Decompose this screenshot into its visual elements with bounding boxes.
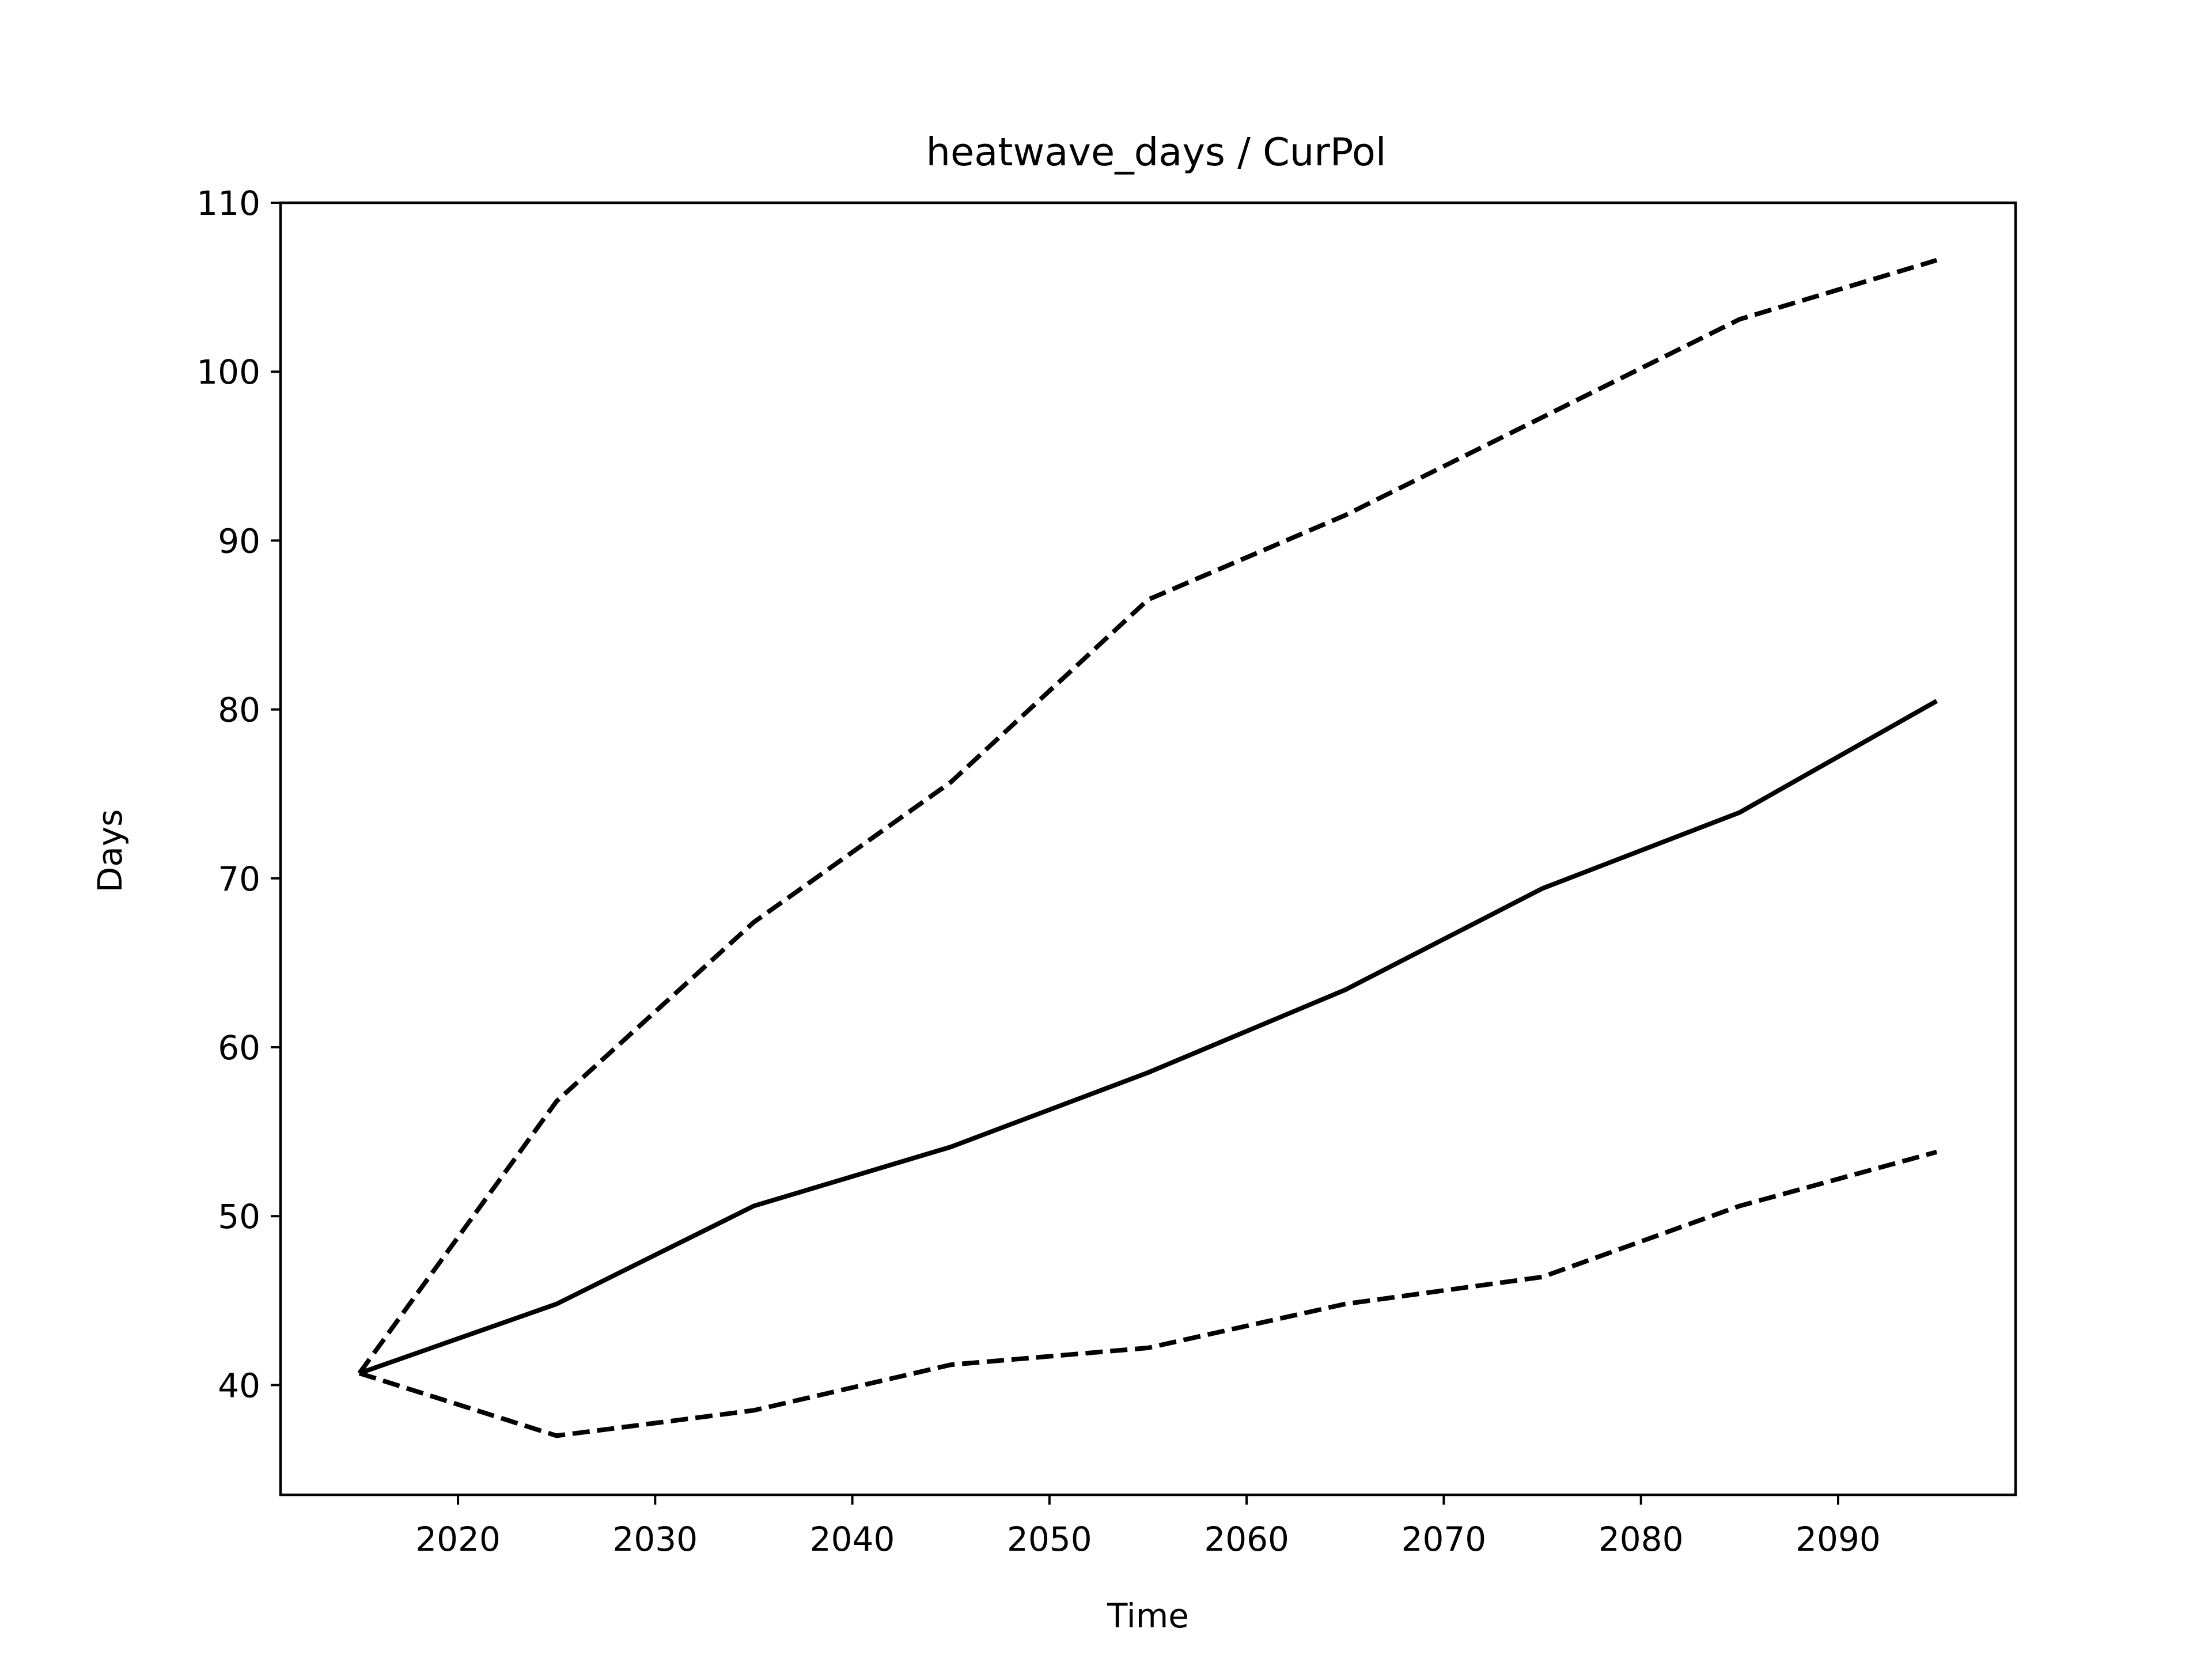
x-tick-label: 2030 bbox=[613, 1520, 698, 1559]
y-tick-label: 80 bbox=[218, 691, 260, 730]
y-tick-label: 60 bbox=[218, 1028, 260, 1067]
x-tick-label: 2070 bbox=[1402, 1520, 1487, 1559]
y-axis-label: Days bbox=[90, 809, 130, 893]
plot-frame bbox=[279, 201, 2017, 1497]
x-axis-label: Time bbox=[1107, 1596, 1189, 1635]
y-tick-label: 70 bbox=[218, 859, 260, 899]
x-axis-ticks: 2020 2030 2040 2050 2060 2070 2080 2090 bbox=[415, 1495, 1881, 1559]
series-layer bbox=[357, 257, 1938, 1438]
y-tick-label: 40 bbox=[218, 1366, 260, 1405]
y-tick-label: 90 bbox=[218, 521, 260, 560]
x-tick-label: 2090 bbox=[1796, 1520, 1881, 1559]
y-tick-label: 110 bbox=[196, 184, 260, 223]
x-tick-label: 2060 bbox=[1204, 1520, 1289, 1559]
series-line-2 bbox=[358, 699, 1938, 1376]
chart-title: heatwave_days / CurPol bbox=[926, 130, 1387, 175]
series-line-3 bbox=[358, 1149, 1938, 1438]
x-tick-label: 2020 bbox=[415, 1520, 501, 1559]
series-line-1 bbox=[357, 257, 1938, 1375]
y-axis-ticks: 40 50 60 70 80 90 100 110 bbox=[196, 184, 281, 1405]
x-tick-label: 2080 bbox=[1599, 1520, 1684, 1559]
y-tick-label: 50 bbox=[218, 1197, 260, 1236]
x-tick-label: 2050 bbox=[1007, 1520, 1092, 1559]
x-tick-label: 2040 bbox=[810, 1520, 895, 1559]
y-tick-label: 100 bbox=[196, 353, 260, 392]
